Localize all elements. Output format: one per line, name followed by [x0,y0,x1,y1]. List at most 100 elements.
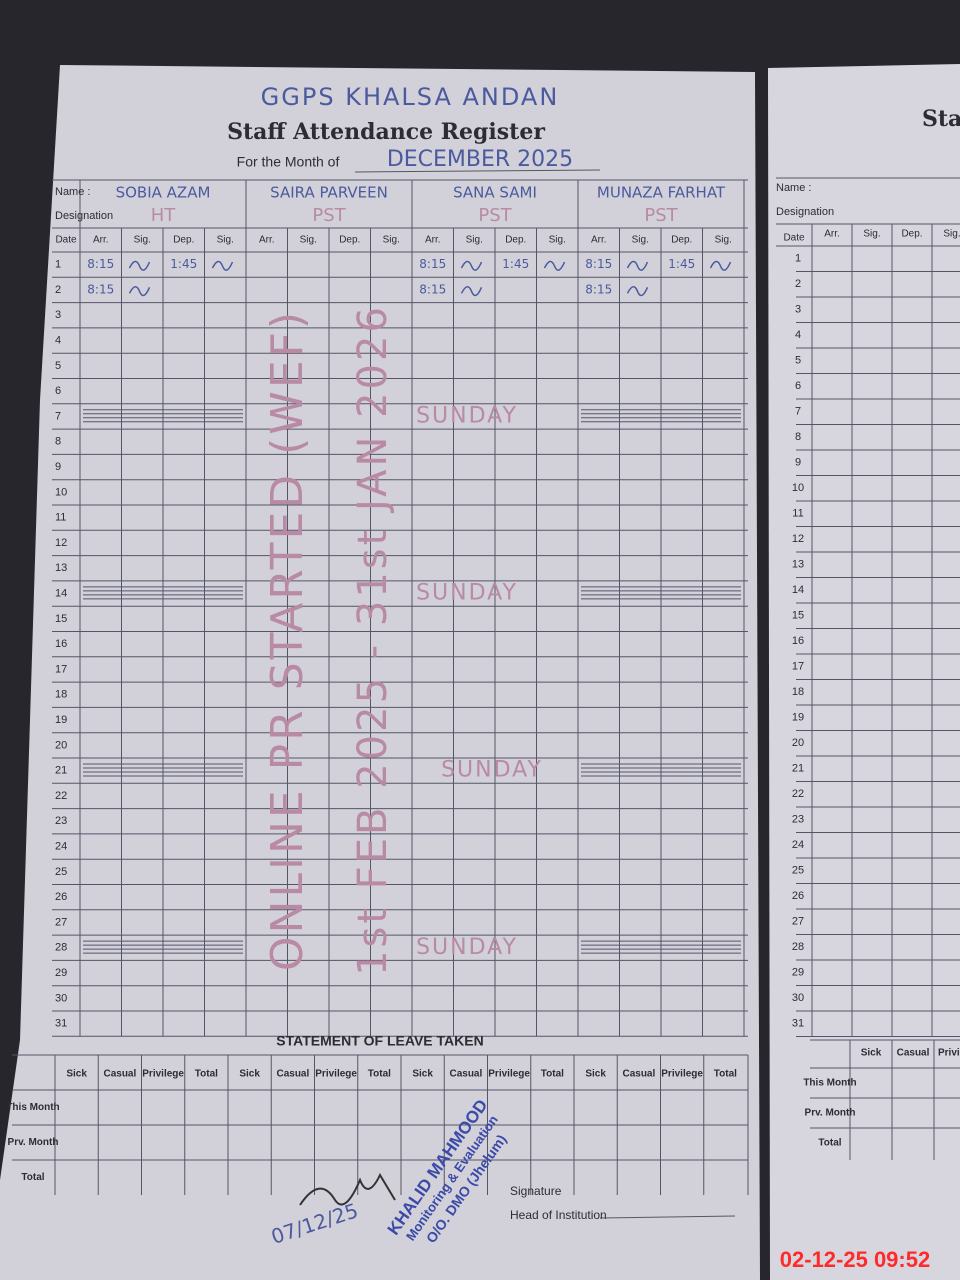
date-number: 30 [55,992,67,1004]
leave-column: Total [541,1069,564,1080]
date-number: 5 [795,355,801,367]
date-number: 26 [55,891,67,903]
column-header: Arr. [824,229,840,240]
arrival-time: 8:15 [585,257,612,271]
date-number: 25 [55,866,67,878]
sunday-note: SUNDAY [441,758,543,783]
leave-row-label: Total [21,1172,44,1183]
date-header: Date [55,235,77,246]
signature-scribble [460,286,483,297]
right-page [768,64,960,1280]
signature-label: Signature [510,1184,562,1198]
date-number: 20 [792,737,804,749]
date-number: 4 [55,334,61,346]
leave-column: Casual [622,1069,655,1080]
column-header: Sig. [863,229,880,240]
column-header: Arr. [425,235,441,246]
date-number: 29 [55,967,67,979]
date-number: 19 [792,712,804,724]
leave-column: Privilege [938,1048,960,1059]
month-label: For the Month of [237,154,340,170]
date-number: 1 [55,259,61,271]
column-header: Dep. [173,235,194,246]
arrival-time: 8:15 [585,282,612,296]
sunday-note: SUNDAY [416,403,518,428]
date-number: 27 [792,916,804,928]
column-header: Dep. [339,235,360,246]
arrival-time: 8:15 [87,282,114,296]
left-page [0,65,760,1280]
date-number: 16 [792,635,804,647]
date-number: 14 [792,584,804,596]
staff-designation: PST [478,205,512,226]
date-number: 10 [55,486,67,498]
column-header: Sig. [383,235,400,246]
date-number: 22 [55,790,67,802]
column-header: Sig. [466,235,483,246]
leave-column: Casual [276,1069,309,1080]
departure-time: 1:45 [502,257,529,271]
column-header: Arr. [259,235,275,246]
date-number: 28 [55,942,67,954]
date-number: 23 [55,815,67,827]
signature-scribble [626,260,649,271]
staff-name: MUNAZA FARHAT [597,184,726,202]
arrival-time: 8:15 [87,257,114,271]
date-number: 8 [55,436,61,448]
date-number: 30 [792,992,804,1004]
column-header: Dep. [901,229,922,240]
leave-column: Privilege [315,1069,357,1080]
column-header: Sig. [300,235,317,246]
date-number: 12 [55,537,67,549]
date-number: 11 [55,512,66,524]
date-number: 17 [792,661,804,673]
leave-column: Casual [103,1069,136,1080]
staff-name: SOBIA AZAM [116,184,211,202]
head-signature [299,1172,396,1206]
date-number: 7 [795,406,801,418]
signature-scribble [709,260,732,271]
leave-title: STATEMENT OF LEAVE TAKEN [276,1033,483,1049]
note-line: ONLINE PR STARTED (WEF) [262,309,313,971]
leave-row-label: This Month [6,1102,59,1113]
designation-label: Designation [776,206,834,218]
date-number: 3 [55,309,61,321]
arrival-time: 8:15 [419,257,446,271]
date-number: 15 [792,610,804,622]
date-number: 12 [792,533,804,545]
date-number: 5 [55,360,61,372]
sunday-note: SUNDAY [416,935,518,960]
date-number: 29 [792,967,804,979]
date-number: 20 [55,739,67,751]
column-header: Sig. [217,235,234,246]
date-number: 24 [792,839,804,851]
date-number: 4 [795,329,801,341]
leave-column: Total [714,1069,737,1080]
photo-timestamp: 02-12-25 09:52 [780,1247,930,1272]
date-number: 21 [55,765,67,777]
date-number: 9 [55,461,61,473]
date-number: 6 [55,385,61,397]
staff-designation: PST [644,205,678,226]
leave-column: Casual [897,1048,930,1059]
date-number: 9 [795,457,801,469]
name-label: Name : [55,186,90,198]
staff-designation: HT [151,205,177,226]
date-number: 17 [55,663,67,675]
date-number: 18 [55,689,67,701]
date-number: 8 [795,431,801,443]
leave-column: Sick [66,1069,87,1080]
column-header: Dep. [671,235,692,246]
date-number: 1 [795,253,801,265]
column-header: Sig. [943,229,960,240]
leave-column: Total [195,1069,218,1080]
date-number: 27 [55,916,67,928]
staff-name: SANA SAMI [453,184,537,202]
date-number: 23 [792,814,804,826]
rule [599,1215,736,1219]
month-value: DECEMBER 2025 [387,147,573,172]
date-number: 13 [55,562,67,574]
date-number: 16 [55,638,67,650]
leave-column: Sick [861,1048,882,1059]
